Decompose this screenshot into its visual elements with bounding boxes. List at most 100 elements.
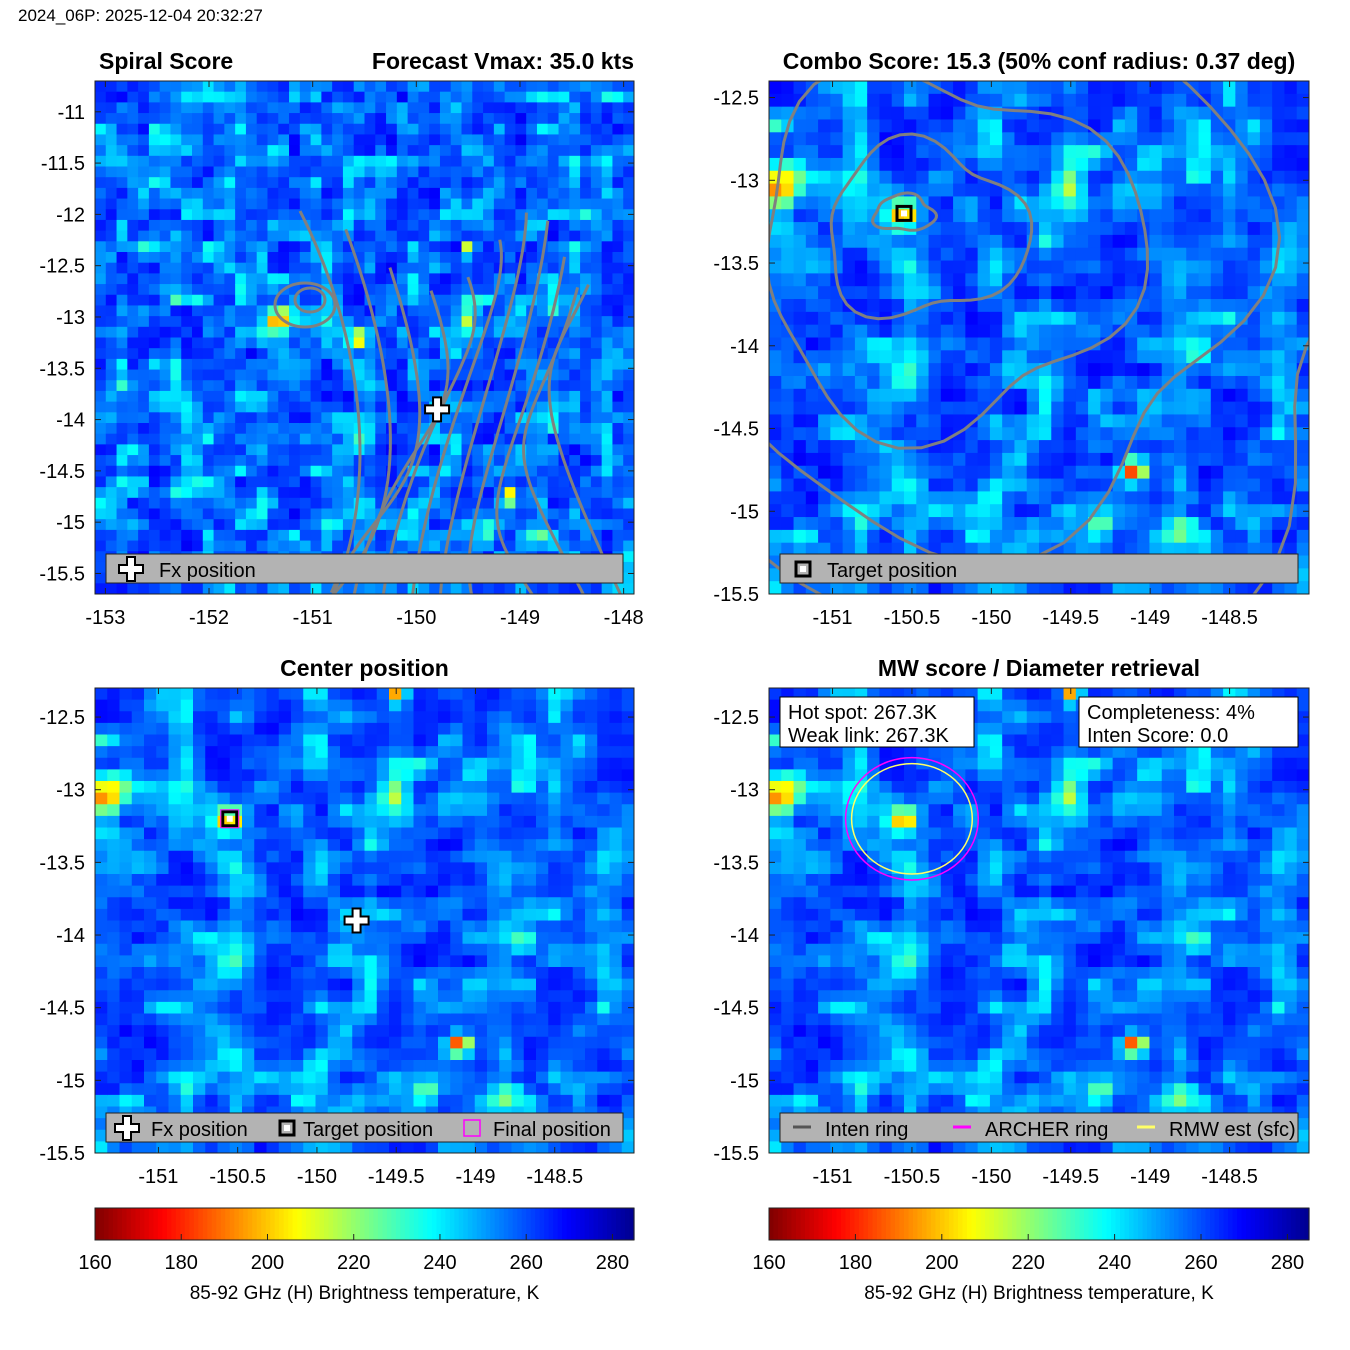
x-tick-label: -150.5	[884, 607, 941, 629]
x-tick-label: -152	[189, 607, 229, 629]
combo-target-position-marker	[895, 204, 913, 222]
forecast-vmax-title: Forecast Vmax: 35.0 kts	[372, 48, 634, 74]
combo-legend: Target position	[779, 553, 1299, 584]
center-legend: Fx position Target position Final position	[105, 1112, 624, 1143]
x-tick-label: -151	[138, 1166, 178, 1188]
y-tick-label: -13	[56, 780, 85, 802]
combo-heatmap	[769, 81, 1309, 594]
mw-legend: Inten ring ARCHER ring RMW est (sfc)	[779, 1112, 1299, 1143]
y-tick-label: -14.5	[39, 461, 85, 483]
x-tick-label: -150	[971, 1166, 1011, 1188]
center-title: Center position	[280, 655, 449, 681]
legend-fx-label: Fx position	[159, 560, 256, 582]
colorbar-tick-label: 220	[337, 1252, 370, 1274]
x-tick-label: -148	[604, 607, 644, 629]
x-tick-label: -150	[297, 1166, 337, 1188]
legend-ring-label: ARCHER ring	[985, 1119, 1108, 1141]
legend-target-label: Target position	[303, 1119, 433, 1141]
center-panel: -151 -150.5 -150 -149.5 -149 -148.5 -12.5 -13 -1…	[39, 655, 635, 1188]
y-tick-label: -12.5	[39, 256, 85, 278]
colorbar-label: 85-92 GHz (H) Brightness temperature, K	[864, 1283, 1214, 1304]
center-axis-ticks: -151 -150.5 -150 -149.5 -149 -148.5 -12.5 -13 -1…	[39, 688, 634, 1188]
mw-title: MW score / Diameter retrieval	[878, 655, 1200, 681]
colorbar-left: 160 180 200 220 240 260 280 85-92 GHz (H) Brigh…	[78, 1207, 635, 1304]
y-tick-label: -13.5	[713, 852, 759, 874]
y-tick-label: -14	[730, 925, 759, 947]
x-tick-label: -151	[293, 607, 333, 629]
colorbar-tick-label: 200	[925, 1252, 958, 1274]
x-tick-label: -150.5	[884, 1166, 941, 1188]
x-tick-label: -151	[813, 607, 853, 629]
hot-spot-text: Hot spot: 267.3K	[788, 702, 938, 724]
spiral-contours	[273, 210, 623, 594]
spiral-axis-ticks: -153 -152 -151 -150 -149 -148 -11 -11.5 -12 -12.5…	[39, 81, 644, 629]
colorbar-tick-label: 160	[752, 1252, 785, 1274]
y-tick-label: -14.5	[713, 419, 759, 441]
colorbar-tick-label: 280	[1271, 1252, 1304, 1274]
legend-ring-label: RMW est (sfc)	[1169, 1119, 1296, 1141]
spiral-legend: Fx position	[105, 553, 624, 584]
combo-panel: -151 -150.5 -150 -149.5 -149 -148.5 -12.5 -13 -1…	[713, 48, 1310, 629]
legend-target-icon	[794, 560, 812, 578]
x-tick-label: -149	[455, 1166, 495, 1188]
colorbar-tick-label: 180	[839, 1252, 872, 1274]
y-tick-label: -13	[56, 307, 85, 329]
center-heatmap	[95, 688, 634, 1153]
y-tick-label: -13.5	[39, 358, 85, 380]
colorbar-tick-label: 280	[596, 1252, 629, 1274]
archer-ring	[844, 756, 980, 881]
x-tick-label: -149	[1130, 607, 1170, 629]
weak-link-text: Weak link: 267.3K	[788, 725, 949, 747]
colorbar-tick-label: 180	[165, 1252, 198, 1274]
y-tick-label: -14.5	[39, 998, 85, 1020]
combo-contours	[769, 81, 1309, 594]
y-tick-label: -12.5	[713, 707, 759, 729]
y-tick-label: -15.5	[39, 1143, 85, 1165]
colorbar-tick-label: 240	[1098, 1252, 1131, 1274]
x-tick-label: -149	[500, 607, 540, 629]
y-tick-label: -13.5	[39, 852, 85, 874]
legend-fx-icon	[114, 1115, 140, 1141]
header-timestamp: 2024_06P: 2025-12-04 20:32:27	[18, 6, 263, 25]
legend-fx-label: Fx position	[151, 1119, 248, 1141]
y-tick-label: -15	[730, 501, 759, 523]
colorbar-label: 85-92 GHz (H) Brightness temperature, K	[190, 1283, 540, 1304]
legend-final-icon	[463, 1119, 481, 1137]
x-tick-label: -148.5	[526, 1166, 583, 1188]
spiral-fx-position-marker	[424, 396, 451, 423]
mw-axis-ticks: -151 -150.5 -150 -149.5 -149 -148.5 -12.5 -13 -1…	[713, 688, 1309, 1188]
y-tick-label: -12.5	[713, 88, 759, 110]
completeness-text: Completeness: 4%	[1087, 702, 1255, 724]
legend-target-label: Target position	[827, 560, 957, 582]
center-target-position-marker	[221, 810, 239, 828]
center-fx-position-marker	[343, 907, 370, 934]
y-tick-label: -11	[58, 102, 85, 124]
x-tick-label: -149.5	[368, 1166, 425, 1188]
x-tick-label: -148.5	[1201, 607, 1258, 629]
y-tick-label: -15.5	[713, 584, 759, 606]
colorbar-right: 160 180 200 220 240 260 280 85-92 GHz (H) Brigh…	[752, 1207, 1310, 1304]
colorbar-tick-label: 240	[423, 1252, 456, 1274]
y-tick-label: -13	[730, 170, 759, 192]
final-position-marker	[220, 809, 240, 829]
x-tick-label: -148.5	[1201, 1166, 1258, 1188]
colorbar-tick-label: 220	[1012, 1252, 1045, 1274]
legend-ring-label: Inten ring	[825, 1119, 908, 1141]
y-tick-label: -11.5	[41, 153, 85, 175]
mw-heatmap	[769, 688, 1309, 1153]
y-tick-label: -14	[56, 925, 85, 947]
spiral-title: Spiral Score	[99, 48, 233, 74]
legend-target-icon	[278, 1119, 296, 1137]
y-tick-label: -14.5	[713, 998, 759, 1020]
y-tick-label: -15.5	[713, 1143, 759, 1165]
spiral-heatmap	[95, 81, 634, 594]
rmw-ring	[850, 762, 974, 875]
legend-fx-icon	[118, 556, 144, 582]
y-tick-label: -13	[730, 780, 759, 802]
x-tick-label: -153	[85, 607, 125, 629]
y-tick-label: -15	[56, 512, 85, 534]
y-tick-label: -12	[56, 204, 85, 226]
y-tick-label: -14	[730, 336, 759, 358]
